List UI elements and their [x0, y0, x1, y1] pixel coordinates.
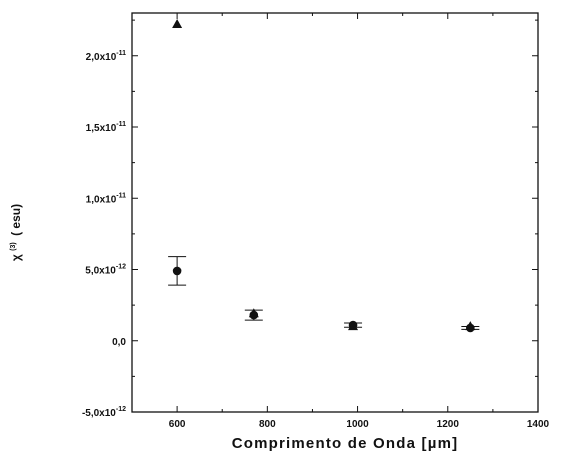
data-point-triangle — [348, 321, 359, 331]
x-tick-label: 1200 — [437, 419, 460, 430]
y-tick-label: -5,0x10-12 — [82, 406, 126, 419]
y-axis-label: χ (3) ( esu) — [4, 204, 23, 261]
y-axis-label-superscript: (3) — [10, 242, 17, 251]
y-tick-label: 0,0 — [112, 337, 126, 348]
y-axis-label-symbol: χ — [9, 254, 23, 261]
x-tick-label: 1400 — [527, 419, 550, 430]
y-tick-label: 1,0x10-11 — [86, 192, 126, 205]
data-marks — [168, 19, 480, 333]
data-point-triangle — [465, 321, 476, 331]
x-tick-label: 800 — [259, 419, 276, 430]
y-axis-label-unit: ( esu) — [9, 204, 23, 236]
x-axis-label: Comprimento de Onda [µm] — [232, 435, 459, 452]
x-tick-labels: 600 800 1000 1200 1400 — [169, 419, 550, 430]
data-point-triangle — [248, 308, 259, 318]
x-tick-label: 600 — [169, 419, 186, 430]
data-point-circle — [172, 266, 182, 276]
y-tick-label: 5,0x10-12 — [85, 264, 126, 277]
y-tick-label: 1,5x10-11 — [86, 121, 126, 134]
data-point-triangle — [172, 19, 183, 28]
y-tick-labels: -5,0x10-12 0,0 5,0x10-12 1,0x10-11 1,5x10-11… — [82, 50, 126, 419]
tick-marks — [131, 13, 539, 413]
x-tick-label: 1000 — [346, 419, 369, 430]
plot-frame — [131, 12, 539, 413]
y-tick-label: 2,0x10-11 — [86, 50, 126, 63]
